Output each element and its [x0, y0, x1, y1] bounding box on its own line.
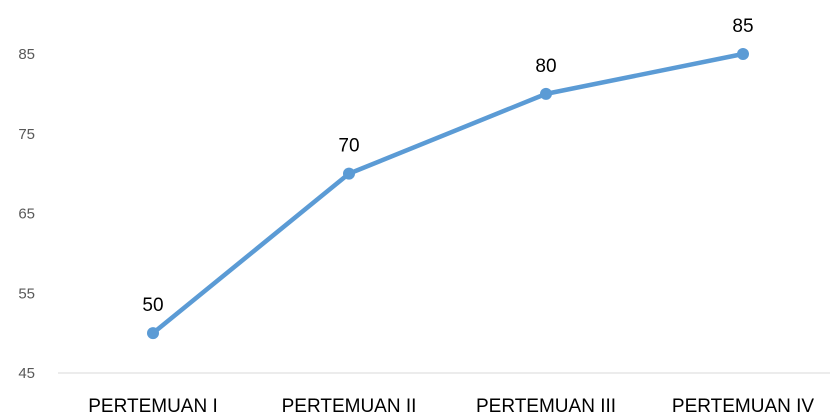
data-label: 85	[732, 16, 753, 37]
x-tick-label: PERTEMUAN II	[282, 396, 417, 417]
data-labels: 50 70 80 85	[142, 16, 753, 316]
x-axis-ticks: PERTEMUAN I PERTEMUAN II PERTEMUAN III PERT…	[88, 396, 814, 417]
y-tick-label: 65	[18, 206, 35, 223]
data-label: 80	[535, 56, 556, 77]
x-tick-label: PERTEMUAN I	[88, 396, 218, 417]
y-axis-ticks: 45 55 65 75 85	[18, 46, 35, 382]
y-tick-label: 45	[18, 365, 35, 382]
x-tick-label: PERTEMUAN III	[476, 396, 616, 417]
x-tick-label: PERTEMUAN IV	[672, 396, 815, 417]
data-label: 70	[338, 136, 359, 157]
data-points	[147, 48, 749, 340]
y-tick-label: 55	[18, 285, 35, 302]
data-point	[737, 48, 749, 60]
data-point	[147, 327, 159, 340]
y-tick-label: 85	[18, 46, 35, 63]
data-label: 50	[142, 295, 163, 316]
y-tick-label: 75	[18, 126, 35, 143]
data-point	[540, 87, 552, 100]
data-point	[343, 167, 355, 180]
series-line	[150, 51, 746, 336]
